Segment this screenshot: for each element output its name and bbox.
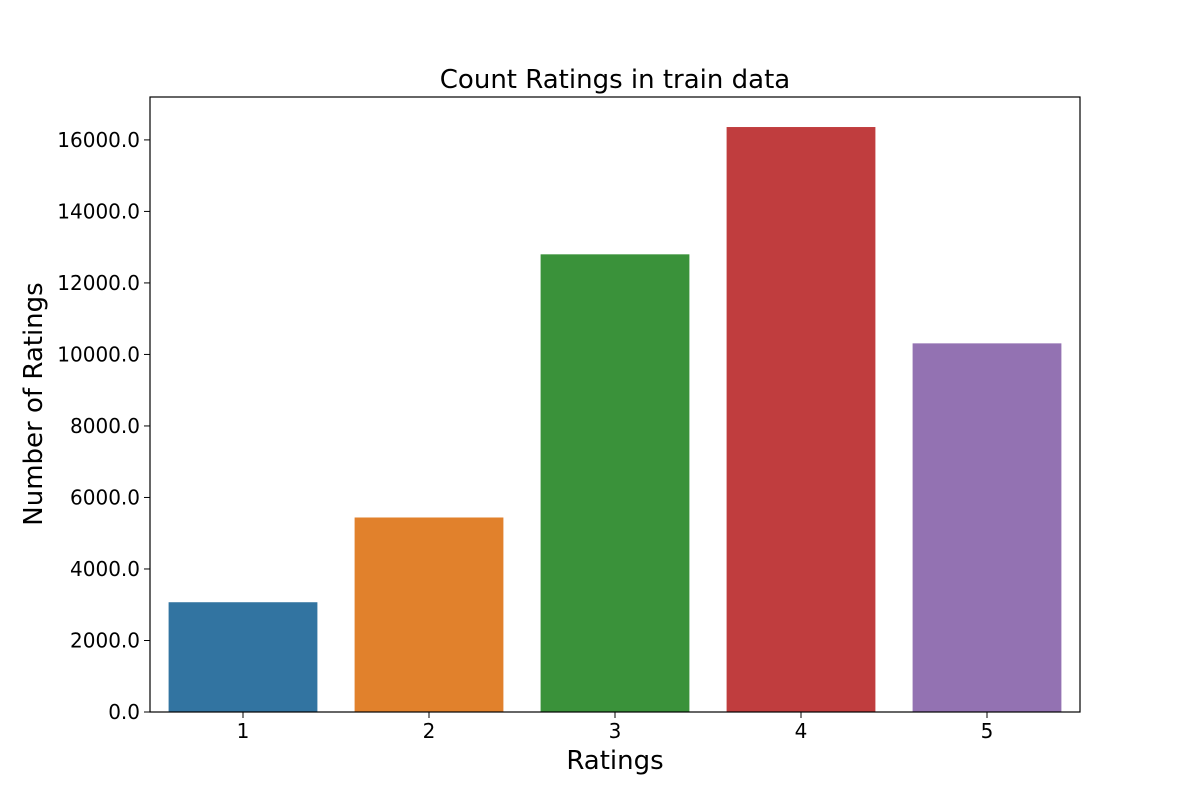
y-tick-label: 2000.0	[70, 628, 140, 652]
y-tick-label: 12000.0	[57, 271, 140, 295]
bar-rating-4	[726, 127, 876, 712]
chart-title: Count Ratings in train data	[440, 65, 790, 95]
x-axis-label: Ratings	[566, 746, 663, 776]
bar-rating-1	[168, 602, 318, 712]
y-tick-label: 14000.0	[57, 199, 140, 223]
y-axis: 0.0 2000.0 4000.0 6000.0 8000.0 10000.0 12000.…	[57, 128, 150, 724]
y-tick-label: 8000.0	[70, 414, 140, 438]
bar-rating-2	[354, 517, 504, 712]
y-tick-label: 0.0	[108, 700, 140, 724]
x-tick-label: 3	[609, 719, 622, 743]
y-tick-label: 4000.0	[70, 557, 140, 581]
bar-rating-3	[540, 254, 690, 712]
y-tick-label: 16000.0	[57, 128, 140, 152]
y-axis-label: Number of Ratings	[19, 282, 49, 525]
bars-layer	[168, 127, 1062, 712]
bar-rating-5	[912, 343, 1062, 712]
y-tick-label: 10000.0	[57, 342, 140, 366]
y-tick-label: 6000.0	[70, 485, 140, 509]
x-tick-label: 4	[795, 719, 808, 743]
x-tick-label: 5	[981, 719, 994, 743]
x-tick-label: 1	[237, 719, 250, 743]
x-axis: 1 2 3 4 5	[237, 712, 994, 743]
x-tick-label: 2	[423, 719, 436, 743]
